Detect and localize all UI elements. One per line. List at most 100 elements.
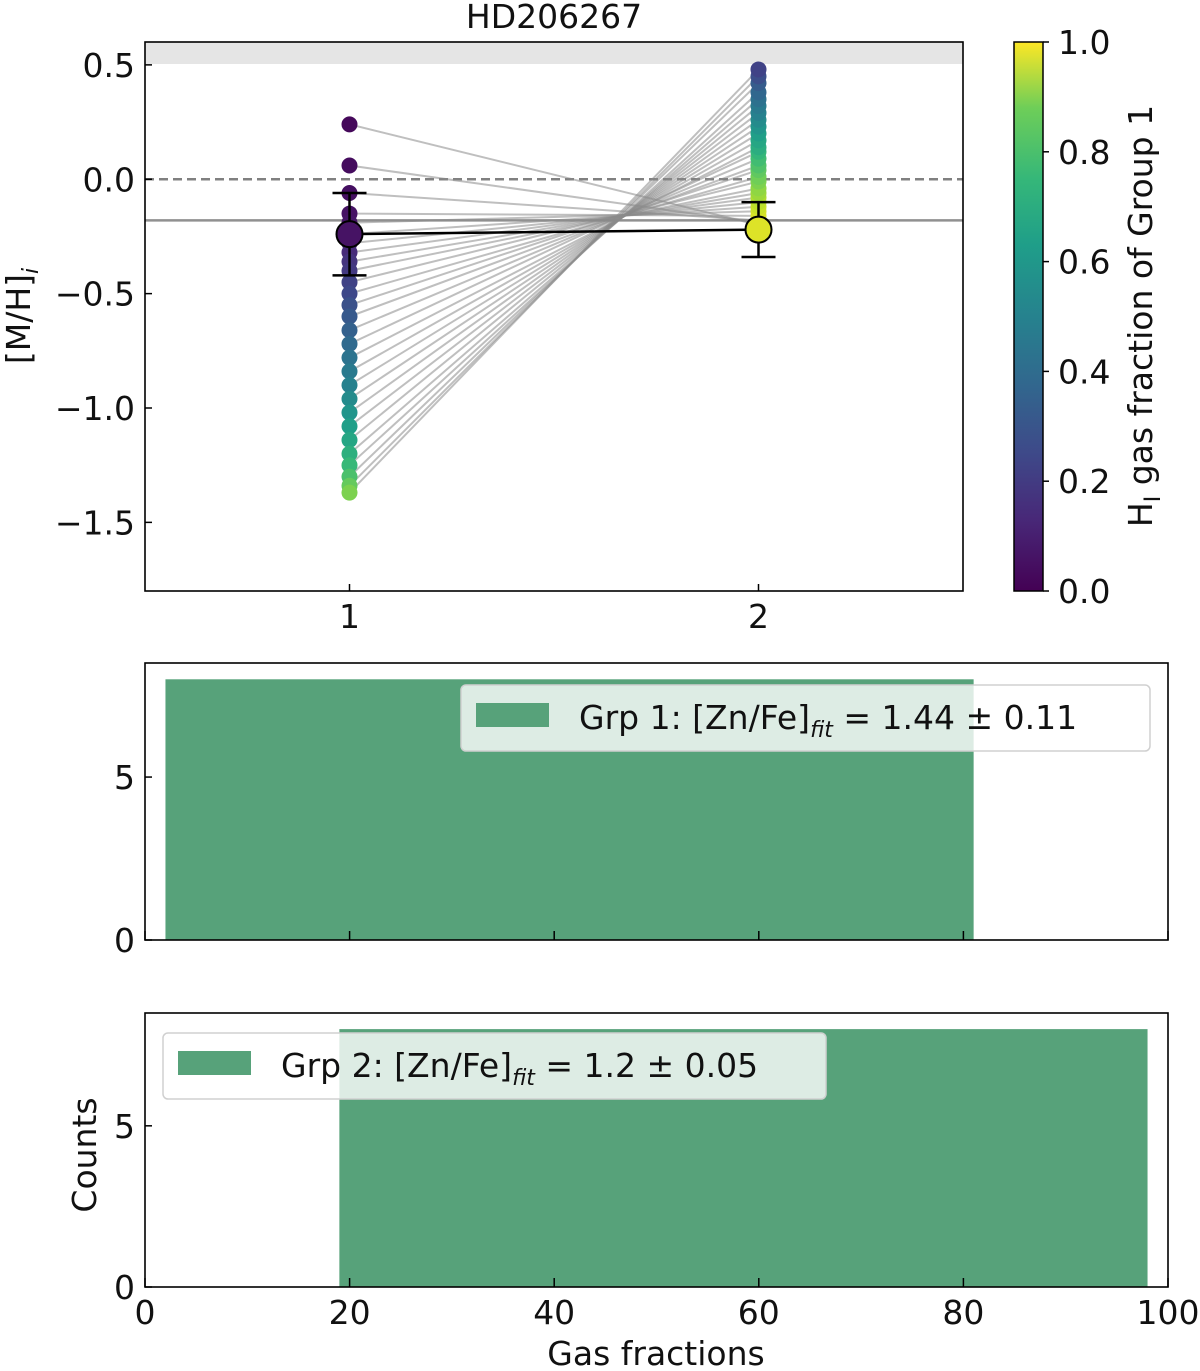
legend-box	[460, 684, 1151, 752]
group1-point	[341, 457, 358, 474]
colorbar-tick-label: 0.4	[1058, 352, 1110, 391]
group1-point	[341, 363, 358, 380]
group2-histogram-panel: 0 5 0 20 40 60 80 100 Grp 2: [Zn/Fe]fit = 1.2 ± …	[114, 1012, 1200, 1332]
connector-line	[349, 212, 759, 217]
colorbar-label: HI gas fraction of Group 1	[1121, 105, 1166, 527]
axes-frame	[144, 662, 1169, 941]
legend-label: Grp 2: [Zn/Fe]fit = 1.2 ± 0.05	[281, 1046, 758, 1091]
group2-mean-point	[744, 215, 773, 244]
colorbar-label-suffix: gas fraction of Group 1	[1121, 105, 1160, 496]
connector-line	[349, 187, 759, 272]
group2-point	[750, 61, 767, 78]
y-axis-label: [M/H]i	[0, 268, 44, 364]
y-tick-label: 0.5	[83, 46, 135, 85]
y-tick-label: 5	[114, 1107, 135, 1146]
legend-label: Grp 1: [Zn/Fe]fit = 1.44 ± 0.11	[579, 698, 1077, 743]
x-tick-label: 2	[748, 597, 769, 636]
group1-point	[341, 335, 358, 352]
mean-connector-line	[349, 228, 759, 236]
y-tick-label: −1.5	[55, 503, 135, 542]
group1-point	[341, 322, 358, 339]
group1-histogram-panel: 0 5 Grp 1: [Zn/Fe]fit = 1.44 ± 0.11	[114, 662, 1169, 960]
colorbar-label-subscript: I	[1141, 496, 1166, 503]
connector-line	[348, 132, 760, 386]
connector-line	[349, 196, 759, 254]
y-axis-label-subscript: i	[19, 268, 44, 274]
connector-line	[348, 118, 760, 414]
group1-point	[341, 157, 358, 174]
legend-swatch	[178, 1051, 251, 1075]
y-tick-label: 5	[114, 758, 135, 797]
connector-line	[348, 98, 760, 455]
colorbar-tick-label: 0.0	[1058, 572, 1110, 611]
y-tick-label: −0.5	[55, 275, 135, 314]
legend-label-subscript: fit	[810, 718, 834, 743]
chart-title: HD206267	[466, 0, 642, 36]
colorbar-tick-label: 0.2	[1058, 462, 1110, 501]
x-tick-label: 20	[329, 1293, 371, 1332]
x-tick-label: 40	[533, 1293, 575, 1332]
group1-point	[341, 484, 358, 501]
x-tick-label: 0	[135, 1293, 156, 1332]
group1-point	[341, 418, 358, 435]
y-tick-label: −1.0	[55, 389, 135, 428]
connector-line	[348, 105, 760, 441]
y-axis-label-main: [M/H]	[0, 274, 38, 364]
connector-line	[349, 205, 759, 236]
legend-label-prefix: Grp 2: [Zn/Fe]	[281, 1046, 512, 1085]
axes-frame	[144, 41, 964, 592]
connector-line	[348, 68, 760, 494]
group1-point	[341, 285, 358, 302]
shaded-region	[145, 42, 963, 64]
legend: Grp 1: [Zn/Fe]fit = 1.44 ± 0.11	[460, 684, 1151, 752]
group1-point	[341, 432, 358, 449]
axes-frame	[144, 1012, 1169, 1288]
legend-label-suffix: = 1.44 ± 0.11	[833, 698, 1077, 737]
legend-swatch	[476, 703, 549, 727]
x-tick-label: 1	[339, 597, 360, 636]
colorbar-gradient	[1013, 41, 1044, 592]
group1-point	[341, 116, 358, 133]
group1-point	[341, 404, 358, 421]
y-tick-label: 0	[114, 921, 135, 960]
x-tick-label: 100	[1137, 1293, 1200, 1332]
connector-line	[349, 201, 759, 245]
legend-label-suffix: = 1.2 ± 0.05	[535, 1046, 758, 1085]
y-tick-label: 0.0	[83, 160, 135, 199]
connector-line	[348, 112, 760, 428]
colorbar-label-prefix: H	[1121, 502, 1160, 527]
group1-point	[341, 390, 358, 407]
connector-line	[349, 176, 759, 295]
connector-line	[349, 139, 759, 373]
x-tick-label: 80	[942, 1293, 984, 1332]
group1-point	[341, 377, 358, 394]
legend: Grp 2: [Zn/Fe]fit = 1.2 ± 0.05	[162, 1032, 827, 1100]
legend-label-prefix: Grp 1: [Zn/Fe]	[579, 698, 810, 737]
connector-line	[349, 157, 759, 332]
colorbar-tick-label: 0.6	[1058, 243, 1110, 282]
legend-label-subscript: fit	[512, 1066, 536, 1091]
y-axis-label-counts: Counts	[65, 1097, 104, 1212]
group1-point	[341, 445, 358, 462]
connector-line	[349, 191, 759, 263]
connector-line	[348, 125, 760, 400]
colorbar-tick-label: 1.0	[1058, 23, 1110, 62]
connector-line	[349, 150, 759, 345]
colorbar-tick-label: 0.8	[1058, 133, 1110, 172]
group1-point	[341, 274, 358, 291]
colorbar: 0.0 0.2 0.4 0.6 0.8 1.0 HI gas fraction of Gr…	[1013, 23, 1166, 611]
connector-line	[349, 146, 759, 359]
group1-point	[341, 297, 358, 314]
y-tick-label: 0	[114, 1268, 135, 1307]
x-tick-label: 60	[738, 1293, 780, 1332]
group1-mean-point	[335, 220, 364, 249]
x-axis-label: Gas fractions	[547, 1334, 764, 1371]
connector-line	[349, 164, 759, 318]
connector-line	[349, 169, 759, 307]
group1-point	[341, 349, 358, 366]
metallicity-panel: HD206267 0.5 0.0 −0.5 −1.0 −1.5 1 2 [M/H]i	[0, 0, 964, 636]
connector-line	[349, 210, 759, 224]
group1-point	[341, 308, 358, 325]
legend-box	[162, 1032, 827, 1100]
